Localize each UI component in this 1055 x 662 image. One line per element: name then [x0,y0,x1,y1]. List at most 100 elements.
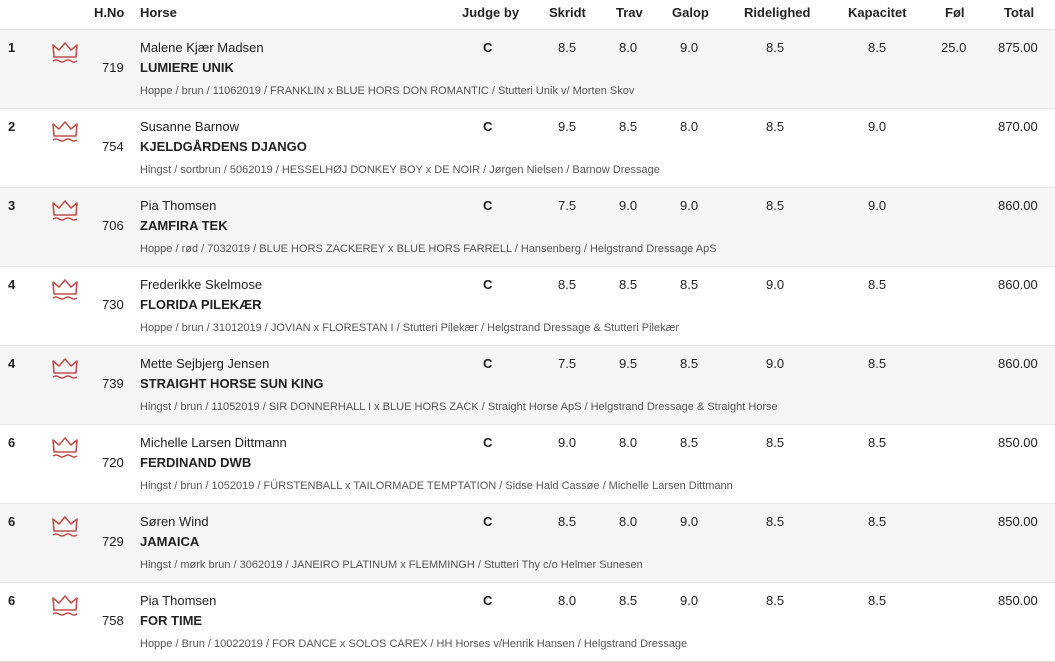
horse-name[interactable]: ZAMFIRA TEK [140,218,228,233]
rider-name[interactable]: Pia Thomsen [140,593,217,608]
table-row[interactable]: 3 706 Pia Thomsen ZAMFIRA TEK Hoppe / rød / … [0,188,1055,267]
rider-name[interactable]: Søren Wind [140,514,209,529]
rank: 2 [8,119,16,134]
score-trav: 9.5 [619,356,638,371]
score-ridelighed: 8.5 [766,119,785,134]
judge-by: C [483,356,493,371]
header-skridt[interactable]: Skridt [549,5,586,20]
horse-name[interactable]: FERDINAND DWB [140,455,252,470]
score-trav: 9.0 [619,198,638,213]
score-ridelighed: 9.0 [766,277,785,292]
score-trav: 8.5 [619,277,638,292]
horse-info: Hingst / mørk brun / 3062019 / JANEIRO P… [140,559,643,571]
rank: 6 [8,435,16,450]
score-galop: 8.5 [680,435,699,450]
score-kapacitet: 8.5 [868,514,887,529]
rank: 6 [8,593,16,608]
rider-name[interactable]: Malene Kjær Madsen [140,40,264,55]
score-skridt: 8.5 [558,514,577,529]
horse-name[interactable]: FOR TIME [140,613,203,628]
horse-number: 706 [102,218,124,233]
header-galop[interactable]: Galop [672,5,709,20]
score-trav: 8.0 [619,514,638,529]
score-fol: 25.0 [941,40,967,55]
horse-info: Hingst / sortbrun / 5062019 / HESSELHØJ … [140,164,660,176]
horse-name[interactable]: FLORIDA PILEKÆR [140,297,262,312]
score-total: 860.00 [998,277,1038,292]
horse-info: Hingst / brun / 11052019 / SIR DONNERHAL… [140,401,778,413]
horse-number: 719 [102,60,124,75]
horse-number: 758 [102,613,124,628]
crown-icon [50,198,80,224]
score-skridt: 8.5 [558,277,577,292]
rank: 6 [8,514,16,529]
horse-name[interactable]: STRAIGHT HORSE SUN KING [140,376,324,391]
score-galop: 9.0 [680,40,699,55]
judge-by: C [483,40,493,55]
score-galop: 8.5 [680,277,699,292]
crown-icon [50,356,80,382]
horse-number: 729 [102,534,124,549]
horse-name[interactable]: KJELDGÅRDENS DJANGO [140,139,307,154]
score-total: 850.00 [998,593,1038,608]
judge-by: C [483,435,493,450]
crown-icon [50,277,80,303]
horse-info: Hoppe / brun / 31012019 / JOVIAN x FLORE… [140,322,680,334]
rider-name[interactable]: Frederikke Skelmose [140,277,263,292]
horse-name[interactable]: JAMAICA [140,534,200,549]
score-skridt: 8.0 [558,593,577,608]
table-row[interactable]: 4 730 Frederikke Skelmose FLORIDA PILEKÆR Ho… [0,267,1055,346]
horse-info: Hingst / brun / 1052019 / FÜRSTENBALL x … [140,480,733,492]
header-hno[interactable]: H.No [94,5,125,20]
score-kapacitet: 8.5 [868,40,887,55]
score-total: 850.00 [998,514,1038,529]
header-fol[interactable]: Føl [945,5,965,20]
table-row[interactable]: 6 729 Søren Wind JAMAICA Hingst / mørk brun … [0,504,1055,583]
score-galop: 9.0 [680,198,699,213]
horse-name[interactable]: LUMIERE UNIK [140,60,234,75]
header-judge[interactable]: Judge by [462,5,520,20]
rider-name[interactable]: Pia Thomsen [140,198,217,213]
score-skridt: 9.0 [558,435,577,450]
table-row[interactable]: 1 719 Malene Kjær Madsen LUMIERE UNIK Hoppe … [0,30,1055,109]
header-total[interactable]: Total [1004,5,1035,20]
score-galop: 8.5 [680,356,699,371]
rider-name[interactable]: Susanne Barnow [140,119,240,134]
judge-by: C [483,514,493,529]
horse-info: Hoppe / brun / 11062019 / FRANKLIN x BLU… [140,85,635,97]
score-trav: 8.5 [619,119,638,134]
score-ridelighed: 8.5 [766,40,785,55]
header-ridelighed[interactable]: Ridelighed [744,5,811,20]
score-total: 860.00 [998,356,1038,371]
table-row[interactable]: 6 720 Michelle Larsen Dittmann FERDINAND DW… [0,425,1055,504]
score-skridt: 7.5 [558,356,577,371]
rider-name[interactable]: Michelle Larsen Dittmann [140,435,287,450]
table-body: 1 719 Malene Kjær Madsen LUMIERE UNIK Hoppe … [0,30,1055,662]
header-trav[interactable]: Trav [616,5,643,20]
horse-number: 754 [102,139,124,154]
horse-info: Hoppe / Brun / 10022019 / FOR DANCE x SO… [140,638,688,650]
score-ridelighed: 8.5 [766,593,785,608]
table-row[interactable]: 6 758 Pia Thomsen FOR TIME Hoppe / Brun / 10… [0,583,1055,662]
rider-name[interactable]: Mette Sejbjerg Jensen [140,356,270,371]
table-row[interactable]: 2 754 Susanne Barnow KJELDGÅRDENS DJANGO Hin… [0,109,1055,188]
crown-icon [50,593,80,619]
score-skridt: 8.5 [558,40,577,55]
header-kapacitet[interactable]: Kapacitet [848,5,907,20]
horse-info: Hoppe / rød / 7032019 / BLUE HORS ZACKER… [140,243,717,255]
score-kapacitet: 8.5 [868,277,887,292]
table-row[interactable]: 4 739 Mette Sejbjerg Jensen STRAIGHT HORSE … [0,346,1055,425]
crown-icon [50,119,80,145]
score-ridelighed: 8.5 [766,514,785,529]
score-kapacitet: 8.5 [868,435,887,450]
judge-by: C [483,119,493,134]
score-kapacitet: 9.0 [868,198,887,213]
crown-icon [50,435,80,461]
score-total: 850.00 [998,435,1038,450]
rank: 3 [8,198,16,213]
score-trav: 8.0 [619,40,638,55]
header-horse[interactable]: Horse [140,5,177,20]
score-ridelighed: 9.0 [766,356,785,371]
score-trav: 8.0 [619,435,638,450]
